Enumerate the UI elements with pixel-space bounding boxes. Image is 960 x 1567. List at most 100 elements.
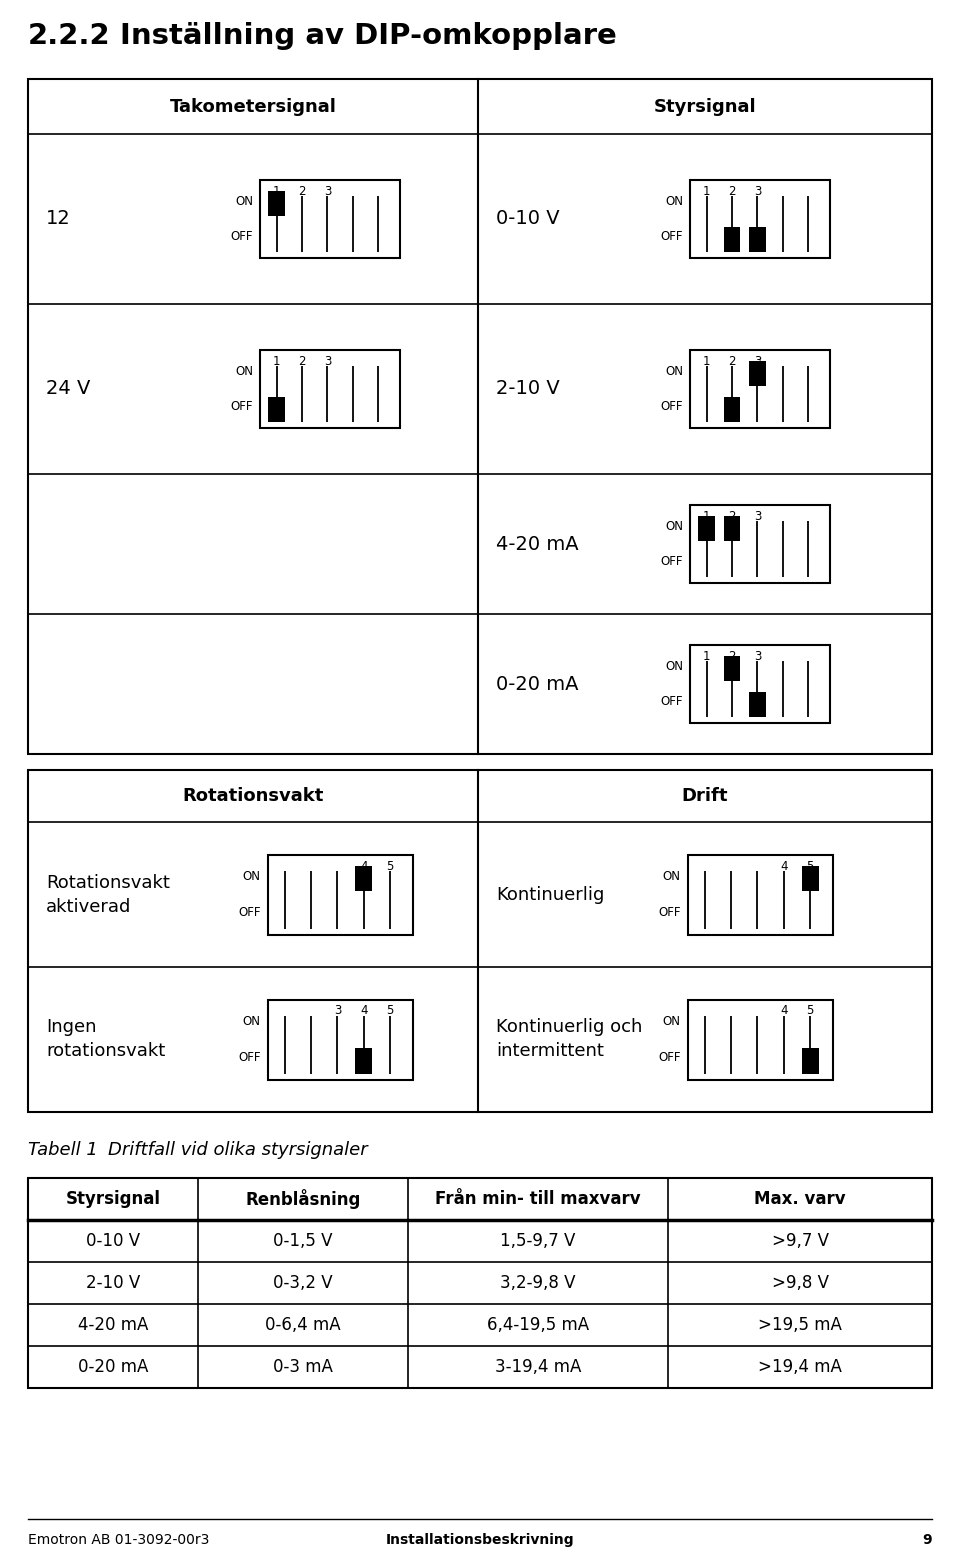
Text: OFF: OFF (238, 906, 260, 920)
Text: >19,5 mA: >19,5 mA (758, 1316, 842, 1334)
Bar (690, 505, 830, 583)
Bar (268, 396, 285, 422)
Text: 1: 1 (703, 509, 710, 523)
Text: 2: 2 (729, 650, 735, 663)
Bar (802, 1048, 819, 1073)
Bar (268, 854, 413, 934)
Bar (355, 865, 372, 892)
Text: 0-20 mA: 0-20 mA (496, 674, 579, 694)
Text: 2: 2 (299, 356, 305, 368)
Text: 2: 2 (729, 509, 735, 523)
Text: ON: ON (662, 1014, 681, 1028)
Text: Styrsignal: Styrsignal (65, 1189, 160, 1208)
Text: 0-1,5 V: 0-1,5 V (274, 1232, 333, 1250)
Bar (749, 360, 766, 385)
Bar (268, 1000, 413, 1080)
Text: 4: 4 (360, 860, 368, 873)
Text: 2: 2 (299, 185, 305, 197)
Text: Kontinuerlig: Kontinuerlig (496, 885, 605, 904)
Text: 1: 1 (703, 185, 710, 197)
Bar (260, 349, 400, 428)
Text: 2.2.2: 2.2.2 (28, 22, 110, 50)
Text: 3: 3 (754, 185, 761, 197)
Text: Rotationsvakt: Rotationsvakt (182, 787, 324, 805)
Text: 4: 4 (780, 1004, 787, 1017)
Text: Max. varv: Max. varv (755, 1189, 846, 1208)
Bar (749, 227, 766, 252)
Text: intermittent: intermittent (496, 1042, 604, 1061)
Text: Inställning av DIP-omkopplare: Inställning av DIP-omkopplare (120, 22, 616, 50)
Text: ON: ON (665, 660, 683, 672)
Text: 1: 1 (273, 185, 280, 197)
Bar (749, 693, 766, 718)
Text: 1,5-9,7 V: 1,5-9,7 V (500, 1232, 576, 1250)
Text: 3,2-9,8 V: 3,2-9,8 V (500, 1274, 576, 1293)
Bar (724, 516, 740, 541)
Text: 1: 1 (703, 356, 710, 368)
Text: Tabell 1: Tabell 1 (28, 1141, 98, 1160)
Bar (28, 1178, 932, 1388)
Text: Styrsignal: Styrsignal (654, 97, 756, 116)
Text: 3: 3 (324, 185, 331, 197)
Text: 4: 4 (360, 1004, 368, 1017)
Text: ON: ON (243, 870, 260, 882)
Text: 2-10 V: 2-10 V (85, 1274, 140, 1293)
Text: ON: ON (235, 365, 253, 378)
Text: OFF: OFF (660, 696, 683, 708)
Text: 5: 5 (387, 1004, 394, 1017)
Text: ON: ON (665, 520, 683, 533)
Text: 24 V: 24 V (46, 379, 90, 398)
Text: aktiverad: aktiverad (46, 898, 132, 915)
Text: OFF: OFF (230, 401, 253, 414)
Bar (355, 1048, 372, 1073)
Text: 3: 3 (754, 509, 761, 523)
Bar (690, 349, 830, 428)
Bar (698, 516, 715, 541)
Text: 4-20 mA: 4-20 mA (78, 1316, 148, 1334)
Text: OFF: OFF (660, 230, 683, 243)
Bar (687, 1000, 832, 1080)
Text: 2: 2 (729, 185, 735, 197)
Text: 5: 5 (806, 860, 814, 873)
Text: Installationsbeskrivning: Installationsbeskrivning (386, 1533, 574, 1547)
Text: 3: 3 (334, 1004, 341, 1017)
Text: 1: 1 (273, 356, 280, 368)
Text: >9,8 V: >9,8 V (772, 1274, 828, 1293)
Text: 2: 2 (729, 356, 735, 368)
Text: 9: 9 (923, 1533, 932, 1547)
Bar (690, 180, 830, 259)
Text: ON: ON (243, 1014, 260, 1028)
Bar (724, 227, 740, 252)
Text: Emotron AB 01-3092-00r3: Emotron AB 01-3092-00r3 (28, 1533, 209, 1547)
Text: ON: ON (665, 194, 683, 207)
Text: 0-3,2 V: 0-3,2 V (274, 1274, 333, 1293)
Text: 6,4-19,5 mA: 6,4-19,5 mA (487, 1316, 589, 1334)
Text: OFF: OFF (238, 1051, 260, 1064)
Text: Drift: Drift (682, 787, 729, 805)
Text: >19,4 mA: >19,4 mA (758, 1359, 842, 1376)
Text: Renblåsning: Renblåsning (246, 1189, 361, 1210)
Text: 3: 3 (754, 356, 761, 368)
Bar (687, 854, 832, 934)
Text: Takometersignal: Takometersignal (170, 97, 336, 116)
Bar (690, 646, 830, 722)
Text: >9,7 V: >9,7 V (772, 1232, 828, 1250)
Text: 4-20 mA: 4-20 mA (496, 534, 579, 553)
Text: 0-20 mA: 0-20 mA (78, 1359, 148, 1376)
Text: OFF: OFF (660, 555, 683, 569)
Bar (802, 865, 819, 892)
Text: 0-6,4 mA: 0-6,4 mA (265, 1316, 341, 1334)
Text: rotationsvakt: rotationsvakt (46, 1042, 165, 1061)
Bar (268, 191, 285, 216)
Text: Från min- till maxvarv: Från min- till maxvarv (435, 1189, 641, 1208)
Bar (724, 396, 740, 422)
Text: ON: ON (665, 365, 683, 378)
Text: 12: 12 (46, 210, 71, 229)
Text: 0-3 mA: 0-3 mA (273, 1359, 333, 1376)
Text: 0-10 V: 0-10 V (496, 210, 560, 229)
Bar (28, 769, 932, 1113)
Bar (260, 180, 400, 259)
Text: Rotationsvakt: Rotationsvakt (46, 873, 170, 892)
Text: 2-10 V: 2-10 V (496, 379, 560, 398)
Text: OFF: OFF (658, 906, 681, 920)
